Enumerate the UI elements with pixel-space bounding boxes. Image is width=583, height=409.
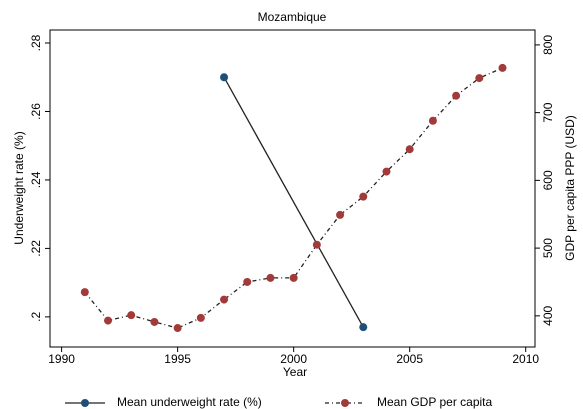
data-point (312, 240, 321, 249)
data-point (243, 277, 252, 286)
y2-tick-label: 600 (541, 170, 555, 190)
y-tick-label: .26 (29, 103, 43, 120)
data-point (289, 273, 298, 282)
y-axis-title: Underweight rate (%) (12, 131, 26, 244)
y2-tick-label: 500 (541, 238, 555, 258)
y-tick-label: .22 (29, 240, 43, 257)
y2-axis-title: GDP per capita PPP (USD) (563, 115, 577, 261)
plot-frame (49, 29, 536, 348)
data-point (196, 313, 205, 322)
data-point (220, 73, 229, 82)
chart-title: Mozambique (258, 10, 327, 24)
x-tick-label: 2000 (280, 352, 307, 366)
legend-label: Mean underweight rate (%) (117, 395, 262, 409)
data-point (428, 116, 437, 125)
data-point (104, 316, 113, 325)
legend-label: Mean GDP per capita (377, 395, 492, 409)
y2-tick-label: 700 (541, 102, 555, 122)
x-tick-label: 2005 (396, 352, 423, 366)
data-point (266, 273, 275, 282)
data-point (150, 317, 159, 326)
data-point (359, 323, 368, 332)
data-point (452, 91, 461, 100)
y2-tick-label: 800 (541, 35, 555, 55)
data-point (173, 324, 182, 333)
y2-tick-label: 400 (541, 306, 555, 326)
x-tick-label: 1990 (48, 352, 75, 366)
data-point (475, 74, 484, 83)
x-tick-label: 1995 (164, 352, 191, 366)
series-line (84, 67, 503, 329)
y-tick-label: .28 (29, 34, 43, 51)
y-tick-label: .24 (29, 171, 43, 188)
data-point (498, 63, 507, 72)
data-point (220, 295, 229, 304)
data-point (382, 167, 391, 176)
legend-marker (341, 399, 349, 407)
y-tick-label: .2 (29, 312, 43, 322)
data-point (336, 210, 345, 219)
x-tick-label: 2010 (512, 352, 539, 366)
data-point (405, 145, 414, 154)
data-point (127, 311, 136, 320)
legend-marker (81, 399, 89, 407)
series-line (223, 76, 364, 328)
data-point (359, 192, 368, 201)
data-point (80, 288, 89, 297)
x-axis-title: Year (283, 365, 307, 379)
